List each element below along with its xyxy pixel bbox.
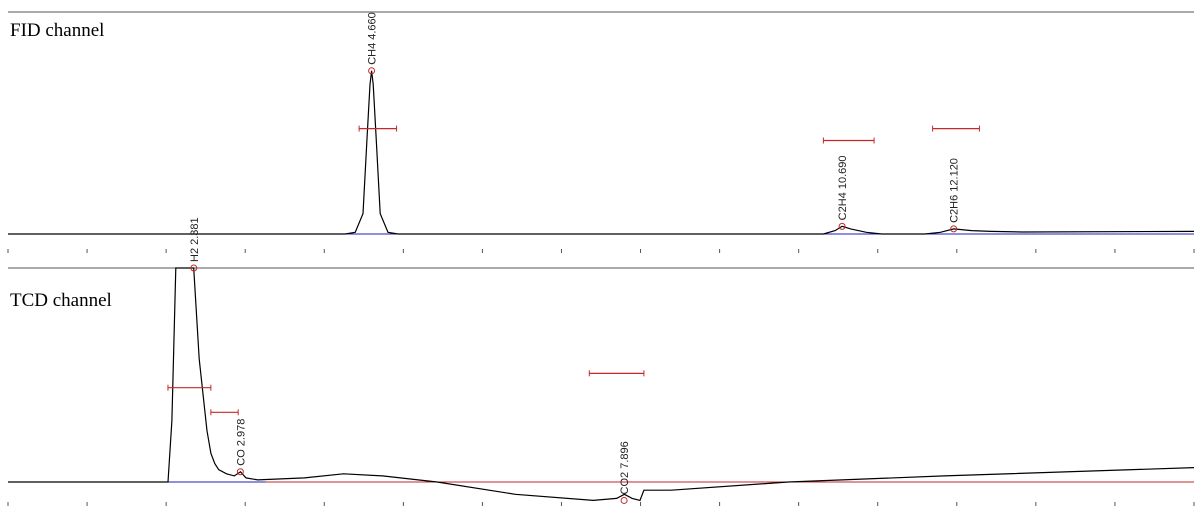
tcd-panel: TCD channel H2 2.381 CO 2.978 CO2 7.896 — [7, 217, 1195, 506]
peak-label: CH4 4.660 — [367, 12, 379, 65]
peak-apex-marker — [236, 468, 244, 476]
fid-signal-trace — [8, 70, 1195, 235]
fid-panel: FID channel CH4 4.660 C2H4 10.690 C2H6 12.… — [7, 11, 1195, 253]
tcd-signal-trace — [8, 267, 1195, 502]
fid-channel-title: FID channel — [10, 20, 104, 41]
tcd-channel-title: TCD channel — [10, 290, 112, 311]
peak-apex-marker — [190, 264, 198, 272]
peak-label: H2 2.381 — [189, 217, 201, 262]
peak-apex-marker — [838, 222, 846, 230]
peak-label: C2H6 12.120 — [949, 158, 961, 223]
peak-label: CO2 7.896 — [619, 441, 631, 494]
peak-label: CO 2.978 — [235, 419, 247, 466]
peak-apex-marker — [620, 496, 628, 504]
peak-label: C2H4 10.690 — [837, 156, 849, 221]
peak-apex-marker — [368, 67, 376, 75]
peak-apex-marker — [950, 225, 958, 233]
